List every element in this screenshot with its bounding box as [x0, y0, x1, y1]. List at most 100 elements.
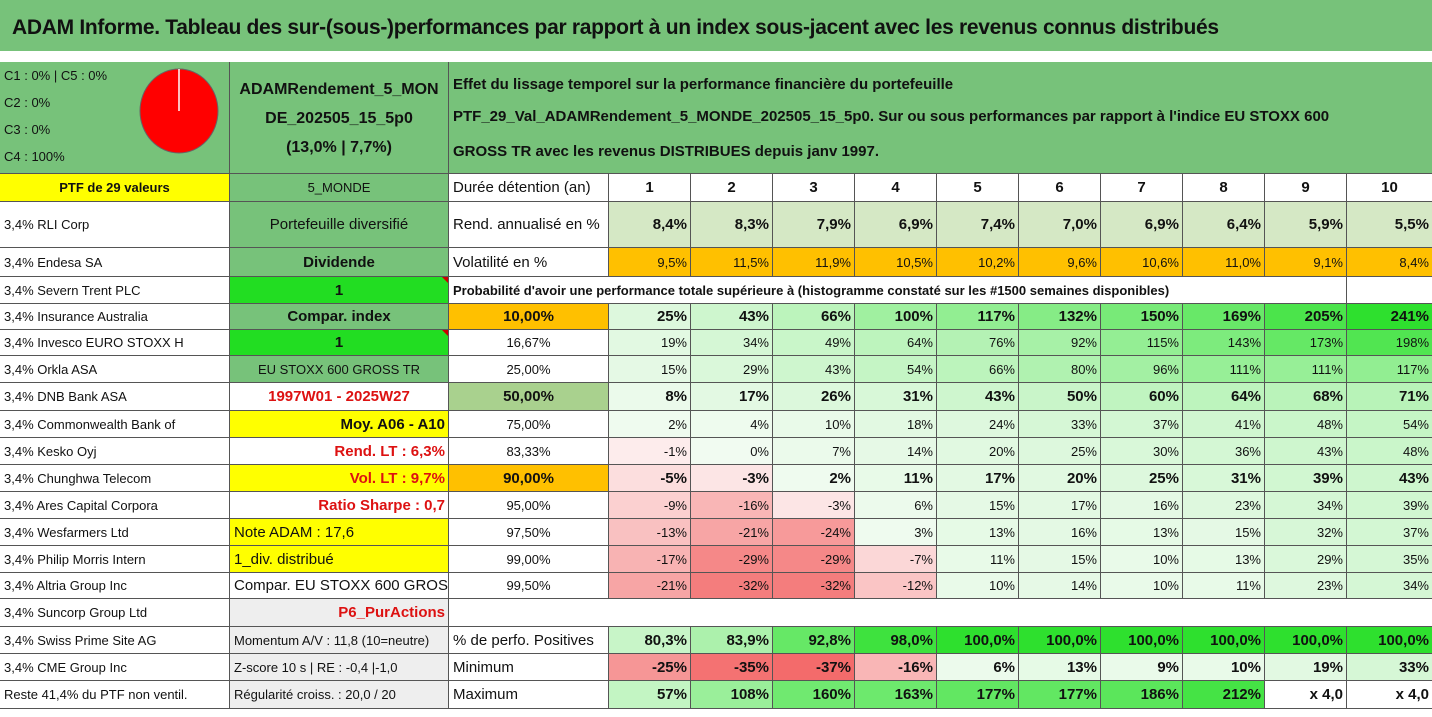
probability-value: 15%	[609, 356, 691, 383]
probability-value: 11%	[855, 465, 937, 492]
probability-value: 66%	[773, 304, 855, 330]
probability-value: 34%	[1265, 492, 1347, 519]
positive-share-value: 98,0%	[855, 627, 937, 654]
probability-threshold: 50,00%	[449, 383, 609, 411]
positive-share-value: 80,3%	[609, 627, 691, 654]
volatility-value: 11,9%	[773, 248, 855, 277]
volatility-value: 9,5%	[609, 248, 691, 277]
probability-threshold: 10,00%	[449, 304, 609, 330]
probability-value: 32%	[1265, 519, 1347, 546]
probability-value: 35%	[1347, 546, 1432, 573]
probability-value: 39%	[1347, 492, 1432, 519]
probability-title: Probabilité d'avoir une performance tota…	[449, 277, 1347, 304]
probability-threshold: 95,00%	[449, 492, 609, 519]
probability-value: -3%	[691, 465, 773, 492]
probability-value: 30%	[1101, 438, 1183, 465]
probability-value: 19%	[609, 330, 691, 356]
minimum-value: -25%	[609, 654, 691, 681]
probability-value: 66%	[937, 356, 1019, 383]
probability-value: 117%	[937, 304, 1019, 330]
return-value: 6,9%	[1101, 202, 1183, 248]
composition-pie-chart	[139, 68, 219, 154]
probability-value: 39%	[1265, 465, 1347, 492]
probability-value: 54%	[855, 356, 937, 383]
positive-share-value: 83,9%	[691, 627, 773, 654]
summary-cell: 1_div. distribué	[230, 546, 449, 573]
return-value: 6,9%	[855, 202, 937, 248]
minimum-value: 13%	[1019, 654, 1101, 681]
probability-value: 10%	[1101, 546, 1183, 573]
title-bar: ADAM Informe. Tableau des sur-(sous-)per…	[0, 0, 1432, 56]
probability-value: 54%	[1347, 411, 1432, 438]
probability-value: 4%	[691, 411, 773, 438]
probability-value: 11%	[937, 546, 1019, 573]
holding-period-label: Durée détention (an)	[449, 174, 609, 202]
probability-value: -17%	[609, 546, 691, 573]
volatility-value: 9,1%	[1265, 248, 1347, 277]
return-value: 6,4%	[1183, 202, 1265, 248]
holding-label: Reste 41,4% du PTF non ventil.	[0, 681, 230, 709]
maximum-value: 160%	[773, 681, 855, 709]
composition-line: C1 : 0% | C5 : 0%	[4, 68, 108, 83]
holding-label: 3,4% Suncorp Group Ltd	[0, 599, 230, 627]
probability-value: 43%	[691, 304, 773, 330]
positive-share-value: 100,0%	[1183, 627, 1265, 654]
year-header: 7	[1101, 174, 1183, 202]
probability-value: 18%	[855, 411, 937, 438]
probability-value: 29%	[1265, 546, 1347, 573]
empty-row	[449, 599, 1432, 627]
return-value: 8,3%	[691, 202, 773, 248]
return-value: 7,4%	[937, 202, 1019, 248]
positive-share-value: 100,0%	[937, 627, 1019, 654]
composition-line: C2 : 0%	[4, 95, 51, 110]
probability-value: 92%	[1019, 330, 1101, 356]
summary-cell: Note ADAM : 17,6	[230, 519, 449, 546]
probability-value: 10%	[937, 573, 1019, 599]
minimum-value: -16%	[855, 654, 937, 681]
summary-cell: Z-score 10 s | RE : -0,4 |-1,0	[230, 654, 449, 681]
probability-value: -5%	[609, 465, 691, 492]
probability-value: 205%	[1265, 304, 1347, 330]
summary-cell: Momentum A/V : 11,8 (10=neutre)	[230, 627, 449, 654]
year-header: 8	[1183, 174, 1265, 202]
return-value: 7,9%	[773, 202, 855, 248]
probability-value: 2%	[609, 411, 691, 438]
probability-value: -16%	[691, 492, 773, 519]
probability-threshold: 83,33%	[449, 438, 609, 465]
return-value: 5,9%	[1265, 202, 1347, 248]
probability-value: 25%	[1019, 438, 1101, 465]
maximum-value: 177%	[937, 681, 1019, 709]
summary-cell: EU STOXX 600 GROSS TR	[230, 356, 449, 383]
probability-value: 31%	[855, 383, 937, 411]
probability-threshold: 16,67%	[449, 330, 609, 356]
volatility-value: 9,6%	[1019, 248, 1101, 277]
probability-value: 111%	[1265, 356, 1347, 383]
positive-share-value: 100,0%	[1265, 627, 1347, 654]
probability-value: 41%	[1183, 411, 1265, 438]
probability-value: 100%	[855, 304, 937, 330]
probability-value: 26%	[773, 383, 855, 411]
maximum-value: x 4,0	[1347, 681, 1432, 709]
holding-label: 3,4% Chunghwa Telecom	[0, 465, 230, 492]
volatility-value: 8,4%	[1347, 248, 1432, 277]
probability-value: 64%	[1183, 383, 1265, 411]
probability-threshold: 99,00%	[449, 546, 609, 573]
probability-value: 48%	[1347, 438, 1432, 465]
year-header: 9	[1265, 174, 1347, 202]
probability-value: 25%	[609, 304, 691, 330]
description-line: GROSS TR avec les revenus DISTRIBUES dep…	[453, 143, 879, 160]
positive-share-value: 92,8%	[773, 627, 855, 654]
probability-value: -1%	[609, 438, 691, 465]
volatility-value: 10,5%	[855, 248, 937, 277]
summary-cell: Dividende	[230, 248, 449, 277]
probability-value: 13%	[1183, 546, 1265, 573]
fund-name-box: ADAMRendement_5_MON DE_202505_15_5p0 (13…	[230, 62, 449, 174]
minimum-value: 9%	[1101, 654, 1183, 681]
probability-value: 37%	[1101, 411, 1183, 438]
page-title: ADAM Informe. Tableau des sur-(sous-)per…	[12, 16, 1219, 39]
probability-value: 43%	[937, 383, 1019, 411]
probability-value: 2%	[773, 465, 855, 492]
holding-label: 3,4% Commonwealth Bank of	[0, 411, 230, 438]
year-header: 2	[691, 174, 773, 202]
probability-value: 117%	[1347, 356, 1432, 383]
